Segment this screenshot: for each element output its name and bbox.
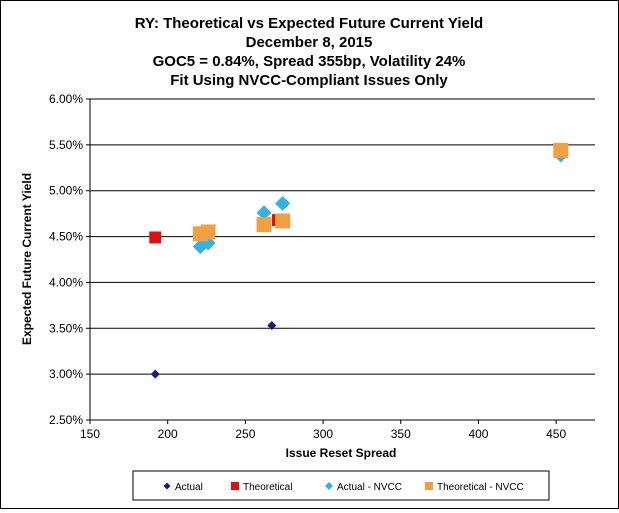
legend-items: Actual Theoretical Actual - NVCC Theoretica… — [163, 482, 524, 493]
series-actual — [150, 321, 277, 379]
y-axis-label: Expected Future Current Yield — [20, 173, 34, 345]
data-point-actual — [267, 321, 277, 331]
data-point-actual — [150, 369, 160, 379]
legend-label-actual-nvcc: Actual - NVCC — [337, 482, 402, 493]
chart-title-line-1: RY: Theoretical vs Expected Future Curre… — [135, 15, 483, 32]
legend: Actual Theoretical Actual - NVCC Theoretica… — [132, 470, 550, 501]
x-tick-label: 200 — [158, 427, 178, 441]
legend-box — [132, 470, 550, 501]
y-tick-label: 4.50% — [49, 230, 83, 244]
data-point-theoretical-nvcc — [553, 142, 569, 158]
grid-lines — [90, 98, 595, 375]
data-point-theoretical-nvcc — [200, 224, 216, 240]
x-tick-label: 300 — [313, 427, 333, 441]
y-tick-label: 2.50% — [49, 413, 83, 427]
x-tick-label: 400 — [468, 427, 488, 441]
x-axis-ticks: 150 200 250 300 350 400 450 — [80, 420, 566, 441]
chart-title: RY: Theoretical vs Expected Future Curre… — [135, 15, 483, 89]
data-point-actual-nvcc — [275, 196, 291, 212]
x-tick-label: 250 — [235, 427, 255, 441]
x-tick-label: 450 — [546, 427, 566, 441]
data-point-theoretical-nvcc — [275, 213, 291, 229]
data-point-theoretical-nvcc — [256, 217, 272, 233]
y-tick-label: 6.00% — [49, 92, 83, 106]
x-tick-label: 350 — [391, 427, 411, 441]
chart-title-line-2: December 8, 2015 — [246, 34, 373, 51]
chart-title-line-4: Fit Using NVCC-Compliant Issues Only — [170, 72, 448, 89]
legend-label-theoretical-nvcc: Theoretical - NVCC — [437, 482, 524, 493]
y-tick-label: 3.50% — [49, 321, 83, 335]
legend-marker-theoretical-nvcc — [425, 482, 433, 490]
series-theoretical-nvcc — [192, 142, 569, 242]
y-axis-ticks: 2.50% 3.00% 3.50% 4.00% 4.50% 5.00% 5.50% 6.00% — [49, 92, 90, 427]
legend-marker-theoretical — [231, 482, 239, 490]
plot-area — [90, 99, 595, 420]
legend-marker-actual — [163, 482, 171, 490]
axes — [89, 99, 595, 421]
chart-title-line-3: GOC5 = 0.84%, Spread 355bp, Volatility 2… — [153, 53, 466, 70]
legend-label-actual: Actual — [175, 482, 203, 493]
legend-label-theoretical: Theoretical — [243, 482, 292, 493]
x-axis-label: Issue Reset Spread — [286, 446, 397, 460]
y-tick-label: 5.50% — [49, 138, 83, 152]
legend-marker-actual-nvcc — [325, 482, 333, 490]
y-tick-label: 3.00% — [49, 367, 83, 381]
data-point-actual-nvcc — [256, 205, 272, 221]
y-tick-label: 5.00% — [49, 184, 83, 198]
y-tick-label: 4.00% — [49, 275, 83, 289]
data-points — [149, 142, 569, 379]
x-tick-label: 150 — [80, 427, 100, 441]
data-point-theoretical — [149, 231, 162, 244]
